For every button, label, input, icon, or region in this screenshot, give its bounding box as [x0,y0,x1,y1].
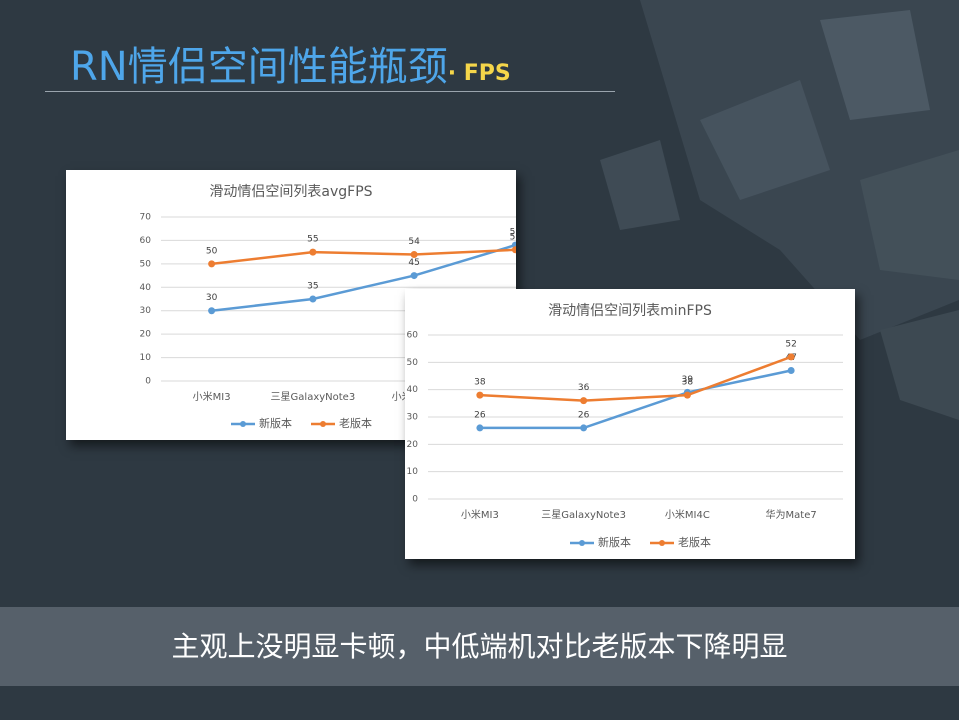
data-label: 52 [785,339,796,349]
data-point [309,295,317,303]
data-label: 36 [578,383,590,393]
y-tick-label: 10 [140,353,152,363]
x-tick-label: 小米MI3 [461,508,499,521]
chart-title: 滑动情侣空间列表minFPS [548,302,712,319]
legend-marker [240,421,246,427]
data-label: 55 [307,235,318,245]
y-tick-label: 30 [407,413,419,423]
y-tick-label: 60 [407,331,419,341]
data-label: 58 [510,228,516,238]
data-label: 30 [206,293,218,303]
series-line [211,248,516,266]
data-label: 50 [206,246,218,256]
chart: 滑动情侣空间列表avgFPS 0 10 20 30 40 50 60 70 小米MI3 三星Gala… [140,183,566,430]
series-line [211,243,516,312]
data-label: 35 [307,282,318,292]
x-tick-label: 小米MI4C [665,508,710,521]
legend-label: 新版本 [259,416,292,430]
data-point [476,391,484,399]
legend-label: 老版本 [339,416,372,430]
data-point [683,391,691,399]
data-point [580,424,588,432]
data-label: 38 [474,378,486,388]
y-tick-label: 60 [140,236,152,246]
y-tick-label: 50 [407,358,419,368]
series-line [479,369,792,430]
y-tick-label: 70 [140,213,152,223]
data-label: 38 [682,378,694,388]
slide-title: RN情侣空间性能瓶颈· FPS [70,34,511,92]
title-rule [45,91,615,92]
y-tick-label: 30 [140,306,152,316]
data-point [787,367,795,375]
chart-panel: 滑动情侣空间列表minFPS 0 10 20 30 40 50 60 小米MI3 三星Galaxy… [405,289,855,559]
data-point [208,307,216,315]
legend-marker [320,421,326,427]
data-label: 39 [682,375,694,385]
data-label: 26 [578,410,590,420]
title-suffix: · FPS [447,61,511,86]
legend-marker [659,540,665,546]
x-tick-label: 三星GalaxyNote3 [271,391,356,403]
data-point [208,260,216,268]
legend-marker [579,540,585,546]
data-label: 56 [510,232,516,242]
y-tick-label: 10 [407,467,419,477]
chart-title: 滑动情侣空间列表avgFPS [209,183,372,200]
x-tick-label: 小米MI3 [193,390,231,403]
data-point [410,272,418,280]
y-tick-label: 40 [140,283,152,293]
data-point [476,424,484,432]
caption: 主观上没明显卡顿，中低端机对比老版本下降明显 [171,630,788,663]
data-label: 54 [408,237,420,247]
y-tick-label: 20 [407,440,419,450]
legend-label: 新版本 [598,535,631,549]
data-point [309,248,317,256]
y-tick-label: 40 [407,385,419,395]
data-label: 45 [408,258,419,268]
data-point [787,353,795,361]
data-point [580,397,588,405]
data-point [511,246,519,254]
series-line [479,355,792,402]
data-point [410,250,418,258]
y-tick-label: 0 [145,377,151,387]
x-tick-label: 华为Mate7 [766,508,817,521]
background-decor [600,0,959,420]
caption-band [0,607,959,686]
x-tick-label: 三星GalaxyNote3 [541,509,626,521]
data-label: 26 [474,410,486,420]
y-tick-label: 0 [412,495,418,505]
title-text: RN情侣空间性能瓶颈 [70,44,448,90]
y-tick-label: 20 [140,330,152,340]
y-tick-label: 50 [140,259,152,269]
chart: 滑动情侣空间列表minFPS 0 10 20 30 40 50 60 小米MI3 三星Galaxy… [407,302,843,549]
legend-label: 老版本 [678,535,711,549]
